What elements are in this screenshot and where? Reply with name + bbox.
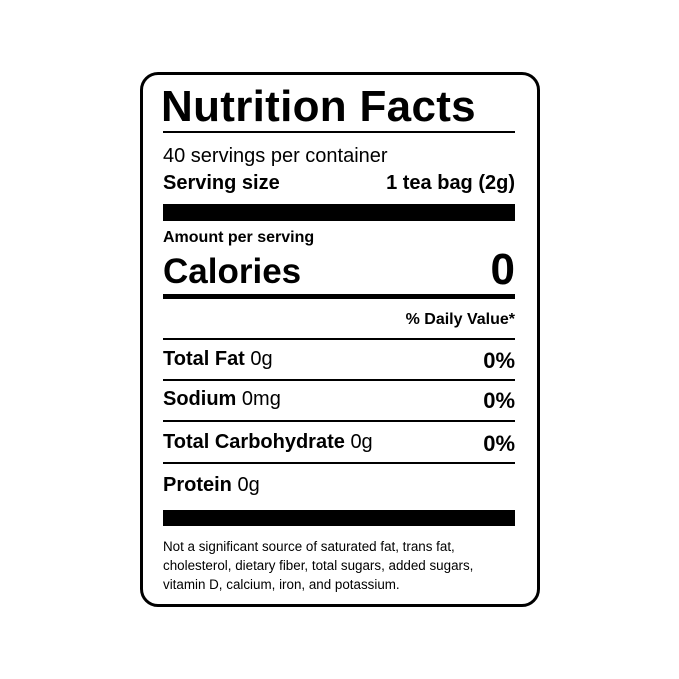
amount-per-serving: Amount per serving (163, 229, 315, 246)
rule (163, 131, 515, 133)
serving-size-label: Serving size (163, 172, 280, 194)
nutrient-name: Total Fat (163, 348, 245, 370)
nutrient-amount: 0mg (241, 388, 281, 410)
rule (163, 420, 515, 422)
rule (163, 462, 515, 464)
medium-rule (163, 294, 515, 299)
rule (163, 338, 515, 340)
label-border (140, 72, 540, 607)
title: Nutrition Facts (161, 82, 476, 131)
nutrient-name: Total Carbohydrate (163, 431, 345, 453)
nutrient-amount: 0g (350, 431, 373, 453)
rule (163, 379, 515, 381)
thick-rule (163, 204, 515, 221)
daily-value-header: % Daily Value* (405, 311, 515, 328)
nutrient-name: Sodium (163, 388, 237, 410)
nutrient-dv: 0% (483, 348, 515, 373)
nutrient-row: Sodium 0mg 0% (163, 388, 515, 413)
thick-rule (163, 510, 515, 526)
footnote: Not a significant source of saturated fa… (163, 539, 474, 592)
calories-value: 0 (490, 245, 515, 294)
nutrient-amount: 0g (250, 348, 273, 370)
nutrient-name: Protein (163, 474, 232, 496)
calories-label: Calories (163, 252, 302, 291)
nutrient-row: Protein 0g (163, 474, 515, 498)
nutrient-row: Total Fat 0g 0% (163, 348, 515, 373)
nutrient-dv: 0% (483, 431, 515, 456)
serving-size-value: 1 tea bag (2g) (386, 172, 515, 194)
nutrient-amount: 0g (237, 474, 260, 496)
nutrient-row: Total Carbohydrate 0g 0% (163, 431, 515, 456)
nutrient-dv: 0% (483, 388, 515, 413)
servings: 40 servings per container (163, 145, 388, 167)
